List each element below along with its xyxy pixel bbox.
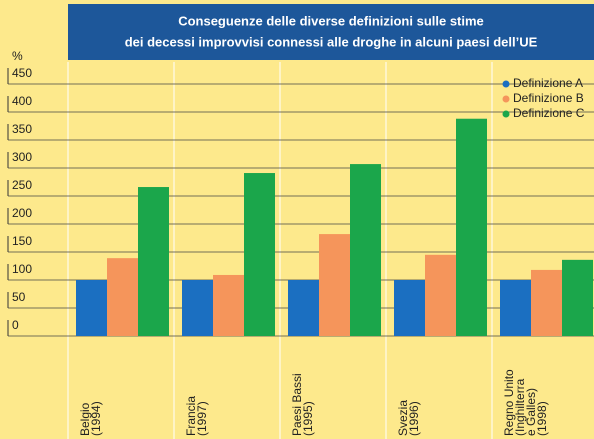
- y-tick-label: 0: [12, 318, 19, 332]
- x-tick-label-line: (Inghilterra: [513, 378, 527, 436]
- chart-title: Conseguenze delle diverse definizioni su…: [178, 13, 484, 28]
- x-tick-label-line: e Galles): [524, 388, 538, 436]
- y-tick-label: 250: [12, 178, 32, 192]
- bar: [350, 164, 381, 336]
- y-axis-label: %: [12, 49, 23, 63]
- bar: [500, 280, 531, 336]
- bar: [394, 280, 425, 336]
- x-tick-label-line: Regno Unito: [502, 369, 516, 436]
- bar: [562, 259, 593, 336]
- x-tick-label-line: (1996): [407, 401, 421, 436]
- bar: [456, 118, 487, 336]
- x-tick-label-line: (1995): [301, 401, 315, 436]
- legend-marker: [502, 110, 510, 118]
- bar: [244, 173, 275, 336]
- chart-title: dei decessi improvvisi connessi alle dro…: [125, 34, 538, 49]
- y-tick-label: 400: [12, 94, 32, 108]
- y-tick-label: 300: [12, 150, 32, 164]
- bar: [76, 280, 107, 336]
- y-tick-label: 150: [12, 234, 32, 248]
- y-tick-label: 100: [12, 262, 32, 276]
- x-tick-label: Svezia(1996): [396, 400, 421, 436]
- bar: [213, 274, 244, 336]
- x-tick-label: Paesi Bassi(1995): [290, 373, 315, 436]
- bar: [425, 254, 456, 336]
- y-tick-label: 50: [12, 290, 26, 304]
- x-tick-label-line: (1998): [535, 401, 549, 436]
- x-tick-label-line: Belgio: [78, 402, 92, 436]
- legend-label: Definizione B: [513, 91, 584, 105]
- bar: [531, 269, 562, 336]
- legend-marker: [502, 95, 510, 103]
- x-tick-label-line: (1994): [89, 401, 103, 436]
- legend-label: Definizione A: [513, 76, 583, 90]
- x-tick-label: Francia(1997): [184, 396, 209, 436]
- legend-marker: [502, 80, 510, 88]
- bar: [138, 187, 169, 336]
- x-tick-label: Regno Unito(Inghilterrae Galles)(1998): [502, 369, 549, 436]
- x-tick-label-line: Paesi Bassi: [290, 373, 304, 436]
- x-tick-label-line: Svezia: [396, 400, 410, 436]
- y-tick-label: 350: [12, 122, 32, 136]
- x-tick-label-line: Francia: [184, 396, 198, 436]
- bar: [319, 234, 350, 336]
- bar: [288, 280, 319, 336]
- title-box: [68, 4, 594, 60]
- legend-label: Definizione C: [513, 106, 585, 120]
- x-tick-label-line: (1997): [195, 401, 209, 436]
- bar: [182, 280, 213, 336]
- x-tick-label: Belgio(1994): [78, 401, 103, 436]
- bar: [107, 258, 138, 336]
- y-tick-label: 450: [12, 66, 32, 80]
- y-tick-label: 200: [12, 206, 32, 220]
